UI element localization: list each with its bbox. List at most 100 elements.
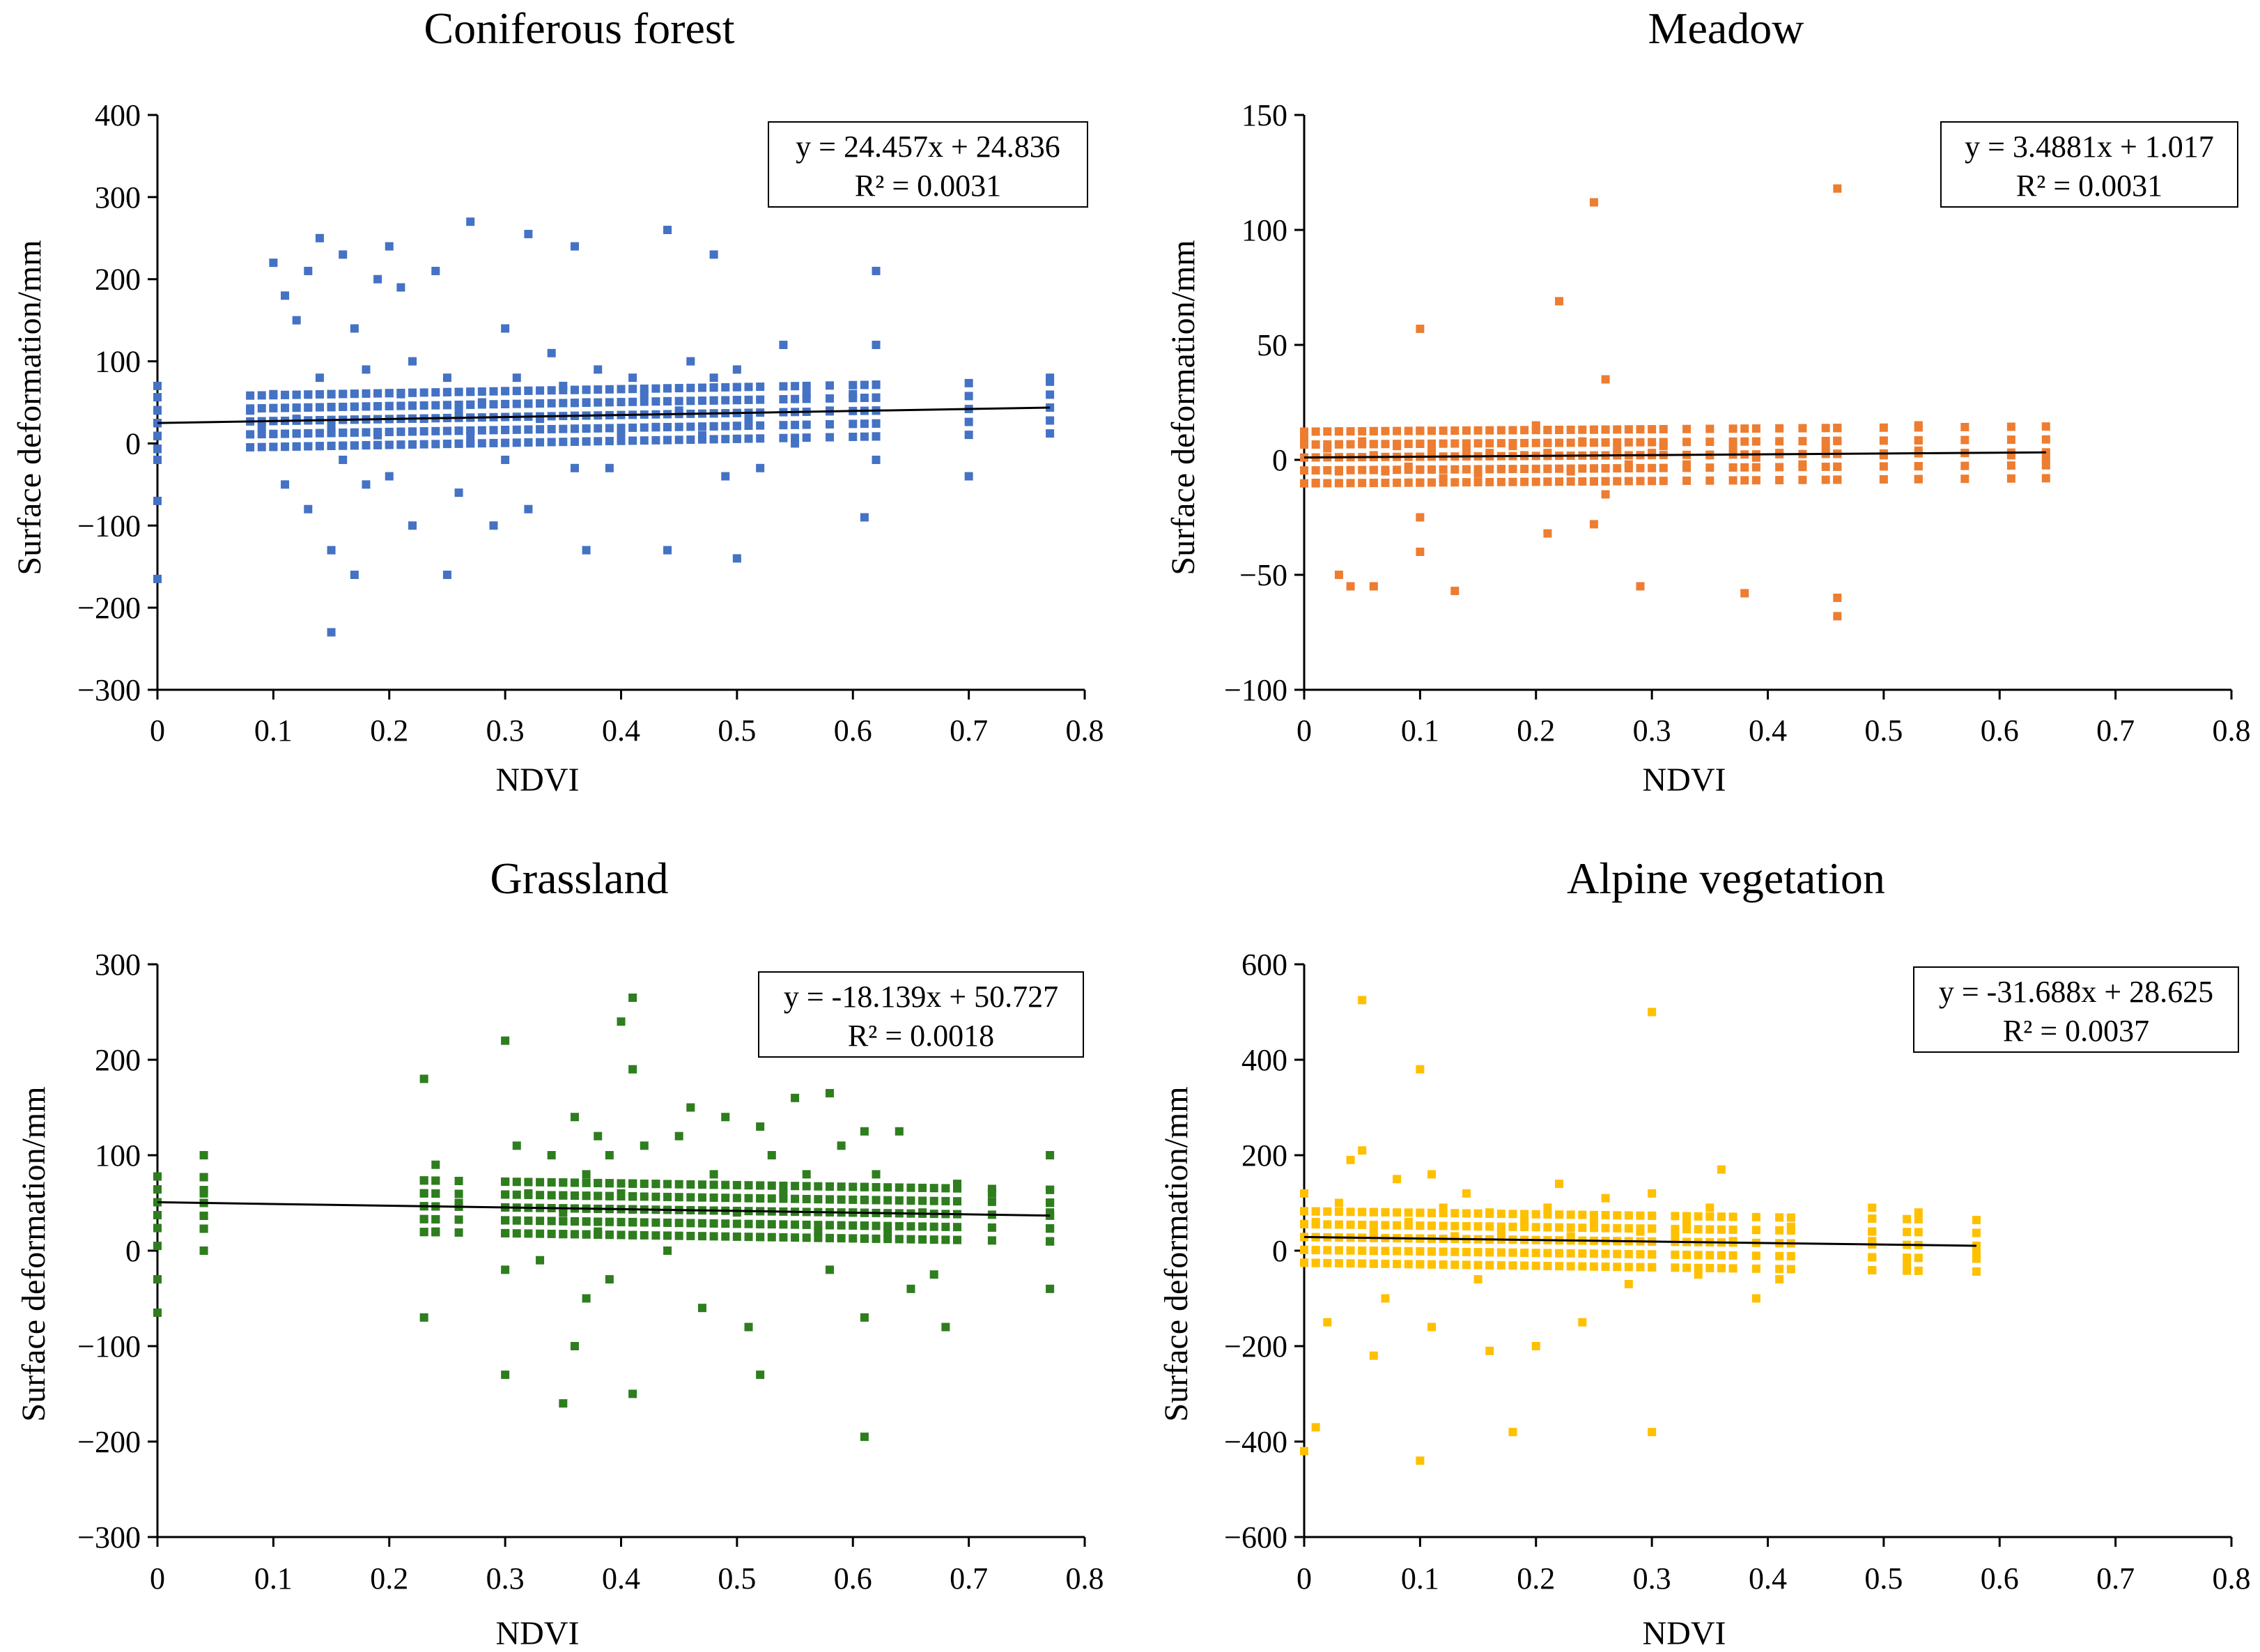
data-point bbox=[674, 1231, 683, 1240]
data-point bbox=[419, 388, 428, 397]
data-point bbox=[1046, 416, 1055, 425]
data-point bbox=[1786, 1213, 1795, 1222]
data-point bbox=[1496, 439, 1506, 448]
data-point bbox=[454, 1189, 463, 1198]
data-point bbox=[2006, 422, 2015, 431]
y-tick-label: 100 bbox=[1241, 213, 1287, 247]
data-point bbox=[1358, 1146, 1367, 1155]
data-point bbox=[536, 1217, 545, 1226]
data-point bbox=[686, 435, 695, 445]
data-point bbox=[408, 388, 417, 397]
data-point bbox=[651, 397, 660, 406]
data-point bbox=[814, 1195, 823, 1204]
data-point bbox=[1682, 424, 1692, 433]
scatter-points bbox=[1300, 184, 2050, 621]
data-point bbox=[1485, 439, 1494, 448]
data-point bbox=[802, 1194, 811, 1203]
data-point bbox=[1903, 1266, 1912, 1275]
x-tick-label: 0.1 bbox=[254, 713, 293, 748]
data-point bbox=[1046, 1224, 1055, 1233]
data-point bbox=[697, 1304, 706, 1313]
data-point bbox=[1300, 1219, 1308, 1228]
data-point bbox=[1879, 436, 1888, 445]
data-point bbox=[1358, 465, 1367, 474]
data-point bbox=[1613, 438, 1622, 447]
data-point bbox=[1381, 1246, 1390, 1256]
data-point bbox=[339, 389, 348, 399]
data-point bbox=[246, 442, 255, 451]
x-tick-label: 0 bbox=[1297, 1561, 1312, 1596]
data-point bbox=[779, 1194, 788, 1203]
data-point bbox=[1496, 1261, 1506, 1270]
data-point bbox=[952, 1197, 961, 1206]
data-point bbox=[849, 380, 858, 389]
data-point bbox=[1578, 464, 1587, 473]
data-point bbox=[952, 1184, 961, 1193]
x-tick-label: 0 bbox=[150, 713, 165, 748]
data-point bbox=[1311, 427, 1320, 436]
data-point bbox=[304, 429, 313, 438]
data-point bbox=[1578, 438, 1587, 447]
data-point bbox=[594, 1217, 603, 1226]
data-point bbox=[1833, 475, 1842, 484]
data-point bbox=[964, 378, 973, 387]
data-point bbox=[1473, 1248, 1483, 1257]
data-point bbox=[1416, 1247, 1425, 1256]
data-point bbox=[987, 1223, 996, 1232]
data-point bbox=[617, 424, 626, 433]
data-point bbox=[651, 384, 660, 393]
data-point bbox=[744, 383, 753, 392]
data-point bbox=[883, 1196, 892, 1205]
data-point bbox=[1404, 440, 1413, 449]
data-point bbox=[1903, 1228, 1912, 1237]
data-point bbox=[1369, 1351, 1378, 1360]
data-point bbox=[1751, 476, 1760, 485]
data-point bbox=[709, 422, 718, 431]
data-point bbox=[1404, 1221, 1413, 1230]
data-point bbox=[640, 384, 649, 393]
data-point bbox=[1578, 1318, 1587, 1327]
data-point bbox=[1046, 1284, 1055, 1293]
data-point bbox=[1358, 440, 1367, 449]
data-point bbox=[594, 1132, 603, 1141]
data-point bbox=[1601, 1194, 1610, 1203]
data-point bbox=[686, 383, 695, 392]
data-point bbox=[1751, 463, 1760, 472]
data-point bbox=[952, 1235, 961, 1244]
data-point bbox=[1751, 1226, 1760, 1235]
trend-equation: y = 24.457x + 24.836 bbox=[796, 130, 1060, 164]
data-point bbox=[779, 1181, 788, 1190]
data-point bbox=[1496, 1222, 1506, 1231]
data-point bbox=[1473, 1260, 1483, 1269]
data-point bbox=[1555, 477, 1564, 486]
data-point bbox=[281, 429, 290, 438]
data-point bbox=[1705, 1225, 1715, 1234]
data-point bbox=[512, 1141, 521, 1150]
y-tick-label: 300 bbox=[95, 180, 141, 215]
data-point bbox=[849, 1221, 858, 1230]
data-point bbox=[802, 394, 811, 403]
data-point bbox=[628, 1192, 637, 1201]
data-point bbox=[1508, 465, 1517, 474]
data-point bbox=[524, 399, 533, 408]
data-point bbox=[721, 422, 730, 431]
data-point bbox=[153, 456, 162, 464]
data-point bbox=[1648, 425, 1657, 434]
x-tick-label: 0.7 bbox=[950, 1561, 988, 1596]
data-point bbox=[1659, 477, 1668, 486]
data-point bbox=[756, 434, 765, 443]
data-point bbox=[697, 1180, 706, 1189]
data-point bbox=[1369, 1246, 1378, 1256]
data-point bbox=[559, 1217, 568, 1226]
data-point bbox=[281, 403, 290, 412]
data-point bbox=[1485, 1346, 1494, 1355]
data-point bbox=[594, 385, 603, 394]
data-point bbox=[1648, 463, 1657, 472]
data-point bbox=[1740, 424, 1749, 433]
data-point bbox=[466, 387, 475, 396]
data-point bbox=[408, 521, 417, 530]
data-point bbox=[929, 1270, 938, 1279]
data-point bbox=[756, 1181, 765, 1190]
data-point bbox=[1323, 427, 1332, 436]
data-point bbox=[1300, 1189, 1308, 1198]
